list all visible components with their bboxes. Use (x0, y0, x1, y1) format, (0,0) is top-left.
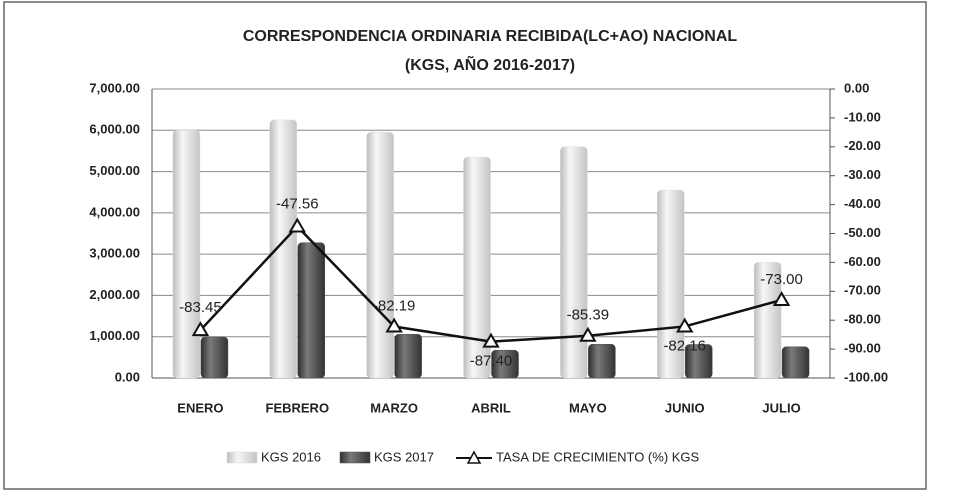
data-label: -87.40 (470, 353, 513, 370)
data-label: -85.39 (567, 307, 610, 324)
bar (753, 262, 782, 379)
bar (684, 344, 713, 379)
x-tick-label: JULIO (762, 400, 800, 415)
y-tick-label: 1,000.00 (89, 328, 140, 343)
data-label: -83.45 (179, 299, 222, 316)
data-label: -47.56 (276, 195, 319, 212)
y-tick-label: 3,000.00 (89, 246, 140, 261)
y-tick-label: 4,000.00 (89, 204, 140, 219)
marker (579, 326, 597, 342)
marker (191, 321, 210, 337)
data-label: -82.19 (373, 297, 416, 314)
y2-tick-label: -20.00 (844, 138, 881, 153)
x-tick-label: FEBRERO (266, 400, 330, 415)
x-tick-label: ENERO (177, 400, 223, 415)
y2-tick-label: -70.00 (844, 283, 881, 298)
bar (200, 336, 229, 379)
y2-tick-label: -60.00 (844, 254, 881, 269)
y2-tick-label: -100.00 (844, 369, 888, 384)
bar (781, 346, 810, 379)
y-tick-label: 6,000.00 (89, 122, 140, 137)
data-label: -82.16 (663, 337, 706, 354)
marker (482, 332, 500, 348)
y-tick-label: 7,000.00 (89, 80, 140, 95)
x-tick-label: ABRIL (471, 400, 511, 415)
marker (288, 217, 307, 233)
chart-title: CORRESPONDENCIA ORDINARIA RECIBIDA(LC+AO… (243, 28, 738, 45)
bar (269, 119, 298, 379)
chart-subtitle: (KGS, AÑO 2016-2017) (405, 54, 575, 74)
frame (3, 1, 927, 490)
y-tick-label: 0.00 (115, 369, 140, 384)
y2-tick-label: -40.00 (844, 196, 881, 211)
bar (172, 130, 201, 379)
marker (675, 317, 694, 333)
y-tick-label: 5,000.00 (89, 163, 140, 178)
bar (394, 333, 422, 379)
y2-tick-label: -90.00 (844, 341, 881, 356)
legend-swatch (339, 451, 371, 464)
y-tick-label: 2,000.00 (89, 287, 140, 302)
y2-tick-label: -80.00 (844, 312, 881, 327)
bar (366, 132, 394, 379)
data-label: -73.00 (760, 271, 803, 288)
y2-tick-label: 0.00 (844, 80, 869, 95)
marker (385, 317, 403, 333)
x-tick-label: MARZO (370, 400, 418, 415)
y2-tick-label: -30.00 (844, 167, 881, 182)
y2-tick-label: -10.00 (844, 109, 881, 124)
x-tick-label: MAYO (569, 400, 607, 415)
legend-label: TASA DE CRECIMIENTO (%) KGS (496, 449, 700, 464)
bar (491, 349, 519, 379)
legend-label: KGS 2017 (374, 449, 434, 464)
legend-marker (466, 450, 482, 464)
bar (560, 146, 588, 379)
bar (588, 343, 616, 379)
legend-label: KGS 2016 (261, 449, 321, 464)
marker (772, 290, 791, 306)
bar (463, 156, 491, 379)
x-tick-label: JUNIO (665, 400, 705, 415)
y2-tick-label: -50.00 (844, 225, 881, 240)
legend-swatch (226, 451, 258, 464)
bar (297, 242, 326, 379)
